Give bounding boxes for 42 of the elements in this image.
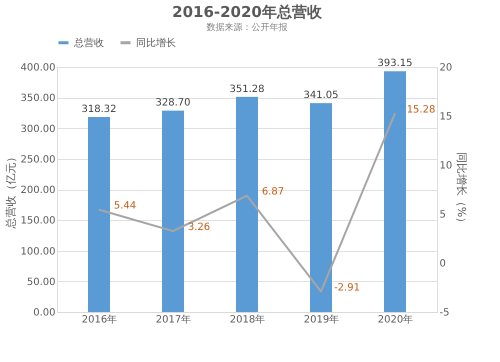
y2-tick-label: -5: [440, 308, 450, 318]
data-label: 3.26: [188, 222, 210, 234]
y2-tick-label: 20: [440, 62, 452, 74]
data-label: 6.87: [262, 186, 284, 198]
y2-tick-label: 10: [440, 160, 452, 172]
x-tick-label: 2020年: [378, 314, 414, 326]
y-tick-label: 100.00: [20, 246, 56, 258]
y-tick-label: 300.00: [20, 124, 56, 135]
bar: [162, 110, 184, 312]
data-label: 351.28: [230, 84, 264, 95]
x-tick-label: 2019年: [304, 314, 340, 326]
y-tick-label: 350.00: [20, 93, 56, 104]
line-series: [98, 112, 396, 293]
y2-tick-label: 5: [440, 210, 446, 220]
chart-title: 2016-2020年总营收: [172, 3, 323, 21]
data-label: 15.28: [406, 104, 436, 116]
source-note: 数据来源：公开年报: [206, 22, 288, 33]
y2-axis-title: 同比增长（%）: [455, 152, 468, 228]
bar: [384, 71, 406, 312]
data-label: 328.70: [156, 98, 190, 109]
legend-label: 总营收: [73, 36, 104, 49]
y-tick-label: 400.00: [20, 62, 56, 74]
y2-tick-label: 15: [440, 112, 452, 122]
bar: [310, 103, 332, 312]
data-label: 393.15: [378, 58, 412, 70]
y-axis-title: 总营收（亿元）: [4, 152, 18, 230]
y-tick-label: 250.00: [20, 154, 56, 166]
bar: [88, 117, 110, 312]
x-tick-label: 2017年: [156, 314, 192, 326]
data-label: 5.44: [114, 200, 136, 212]
y-tick-label: 150.00: [20, 216, 56, 227]
y-tick-label: 50.00: [26, 276, 56, 288]
y2-tick-label: 0: [440, 258, 446, 270]
bar: [236, 96, 258, 312]
data-label: 341.05: [304, 90, 338, 102]
y-tick-label: 200.00: [20, 185, 56, 196]
y-tick-label: 0.00: [33, 308, 56, 318]
data-label: -2.91: [334, 282, 360, 294]
data-label: 318.32: [82, 104, 116, 116]
x-tick-label: 2016年: [82, 314, 118, 326]
legend-label: 同比增长: [136, 36, 176, 49]
x-tick-label: 2018年: [230, 314, 266, 326]
